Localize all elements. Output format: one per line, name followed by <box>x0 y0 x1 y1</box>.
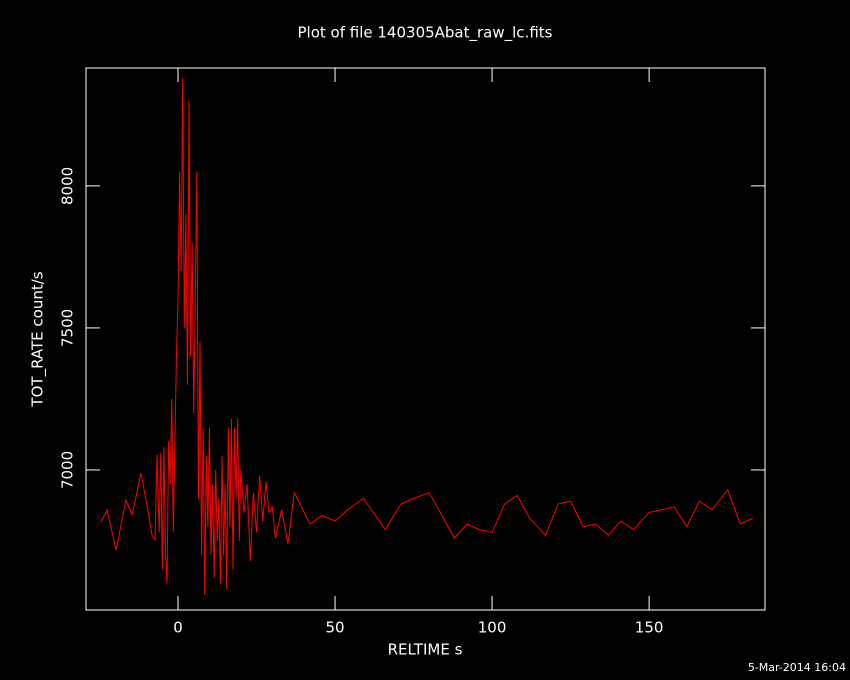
y-tick-label: 8000 <box>59 167 77 205</box>
x-tick-label: 150 <box>635 619 664 637</box>
data-line <box>100 77 753 595</box>
chart-title: Plot of file 140305Abat_raw_lc.fits <box>298 24 553 43</box>
plot-frame <box>85 67 766 611</box>
y-tick-label: 7500 <box>59 309 77 347</box>
x-axis-label: RELTIME s <box>388 641 463 659</box>
footer-date: 5-Mar-2014 16:04 <box>748 661 846 674</box>
x-tick-label: 50 <box>326 619 345 637</box>
y-axis-label: TOT_RATE count/s <box>29 271 48 407</box>
x-tick-label: 100 <box>478 619 507 637</box>
y-tick-label: 7000 <box>59 451 77 489</box>
x-tick-label: 0 <box>173 619 183 637</box>
